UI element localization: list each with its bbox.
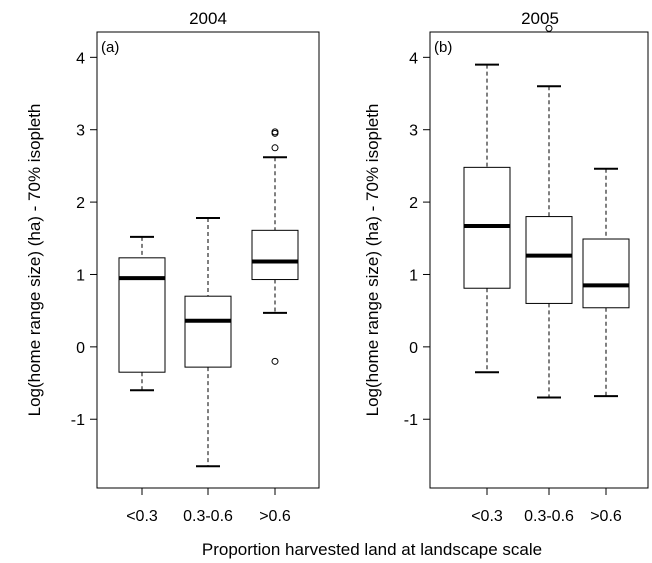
- shared-x-axis-label: Proportion harvested land at landscape s…: [202, 540, 542, 559]
- panel-label-b: (b): [434, 39, 452, 56]
- box-2: [582, 167, 630, 398]
- x-tick-label: >0.6: [590, 508, 622, 525]
- outlier-point: [271, 128, 279, 136]
- y-tick-label: 1: [76, 267, 85, 284]
- y-tick-label: 0: [409, 340, 418, 357]
- plot-frame-2005: [429, 31, 649, 489]
- y-axis-2004: -1 0 1 2 3 4: [71, 50, 97, 429]
- y-tick-label: -1: [404, 412, 418, 429]
- panel-title-2005: 2005: [521, 9, 559, 28]
- iqr-box: [118, 257, 166, 373]
- y-tick-label: 1: [409, 267, 418, 284]
- box-1: [525, 24, 573, 399]
- iqr-box: [251, 229, 299, 281]
- panel-2005: 2005 (b) Log(home range size) (ha) - 70%…: [363, 9, 649, 525]
- panel-title-2004: 2004: [189, 9, 227, 28]
- x-tick-label: >0.6: [259, 508, 291, 525]
- boxes-2004: [118, 128, 299, 468]
- y-tick-label: 3: [76, 123, 85, 140]
- y-tick-label: 4: [76, 50, 85, 67]
- outlier-point: [545, 24, 553, 32]
- panel-label-a: (a): [101, 39, 119, 56]
- y-axis-label-2005: Log(home range size) (ha) - 70% isopleth: [363, 104, 382, 417]
- x-tick-label: 0.3-0.6: [524, 508, 574, 525]
- box-1: [184, 217, 232, 468]
- y-tick-label: 2: [76, 195, 85, 212]
- x-tick-label: <0.3: [471, 508, 503, 525]
- boxes-2005: [463, 24, 630, 399]
- iqr-box: [525, 216, 573, 304]
- iqr-box: [582, 238, 630, 309]
- iqr-box: [184, 295, 232, 368]
- y-tick-label: 2: [409, 195, 418, 212]
- panel-2004: 2004 (a) Log(home range size) (ha) - 70%…: [25, 9, 320, 525]
- x-axis-2005: <0.3 0.3-0.6 >0.6: [471, 488, 622, 525]
- box-2: [251, 128, 299, 365]
- y-tick-label: 0: [76, 340, 85, 357]
- y-tick-label: 3: [409, 123, 418, 140]
- y-tick-label: -1: [71, 412, 85, 429]
- y-tick-label: 4: [409, 50, 418, 67]
- x-tick-label: <0.3: [126, 508, 158, 525]
- outlier-point: [271, 144, 279, 152]
- x-axis-2004: <0.3 0.3-0.6 >0.6: [126, 488, 291, 525]
- x-tick-label: 0.3-0.6: [183, 508, 233, 525]
- y-axis-2005: -1 0 1 2 3 4: [404, 50, 430, 429]
- box-0: [463, 63, 511, 374]
- box-0: [118, 235, 166, 392]
- y-axis-label-2004: Log(home range size) (ha) - 70% isopleth: [25, 104, 44, 417]
- outlier-point: [271, 357, 279, 365]
